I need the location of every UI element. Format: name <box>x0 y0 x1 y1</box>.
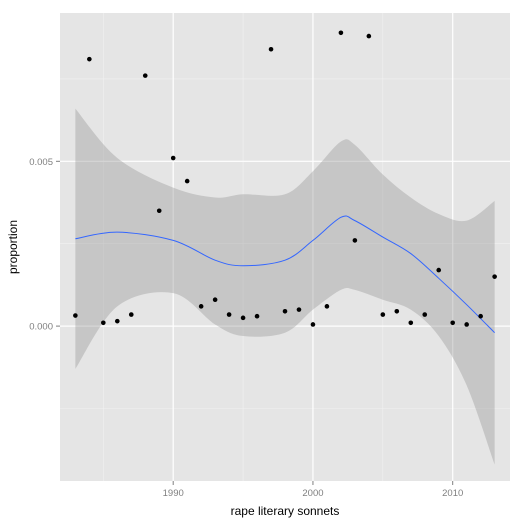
data-point <box>492 274 497 279</box>
data-point <box>198 304 204 309</box>
panel-background <box>60 13 510 481</box>
x-tick-label: 2010 <box>442 488 463 499</box>
data-point <box>128 312 134 317</box>
x-tick-label: 2000 <box>302 488 323 499</box>
smooth-line <box>75 215 495 334</box>
data-points <box>73 30 497 327</box>
data-point <box>464 322 469 327</box>
confidence-band <box>75 108 495 465</box>
y-tick-label: 0.005 <box>29 157 53 168</box>
data-point <box>324 304 330 309</box>
data-point <box>436 267 442 273</box>
data-point <box>408 320 414 326</box>
data-point <box>156 208 162 214</box>
data-point <box>394 308 400 314</box>
x-axis-title: rape literary sonnets <box>231 504 340 518</box>
data-point <box>478 313 483 319</box>
data-point <box>114 318 120 324</box>
data-point <box>226 312 232 317</box>
data-point <box>450 320 456 326</box>
data-point <box>352 238 358 243</box>
data-point <box>142 73 148 78</box>
data-point <box>254 313 260 319</box>
data-point <box>282 308 288 314</box>
y-tick-label: 0.000 <box>29 322 53 333</box>
data-point <box>296 307 302 312</box>
x-axis-ticks: 1990 2000 2010 <box>163 481 463 499</box>
data-point <box>366 33 372 39</box>
data-point <box>170 155 176 161</box>
data-point <box>268 46 274 52</box>
data-point <box>212 297 218 303</box>
data-point <box>184 178 190 184</box>
data-point <box>73 313 78 318</box>
data-point <box>240 315 246 321</box>
data-point <box>310 322 316 327</box>
grid-minor <box>60 13 510 481</box>
data-point <box>101 320 106 326</box>
y-axis-ticks: 0.000 0.005 <box>29 157 60 333</box>
y-axis-title: proportion <box>6 220 20 274</box>
data-point <box>87 56 92 62</box>
data-point <box>380 312 386 317</box>
data-point <box>422 312 428 317</box>
grid-major <box>60 13 510 481</box>
data-point <box>338 30 344 36</box>
x-tick-label: 1990 <box>163 488 184 499</box>
